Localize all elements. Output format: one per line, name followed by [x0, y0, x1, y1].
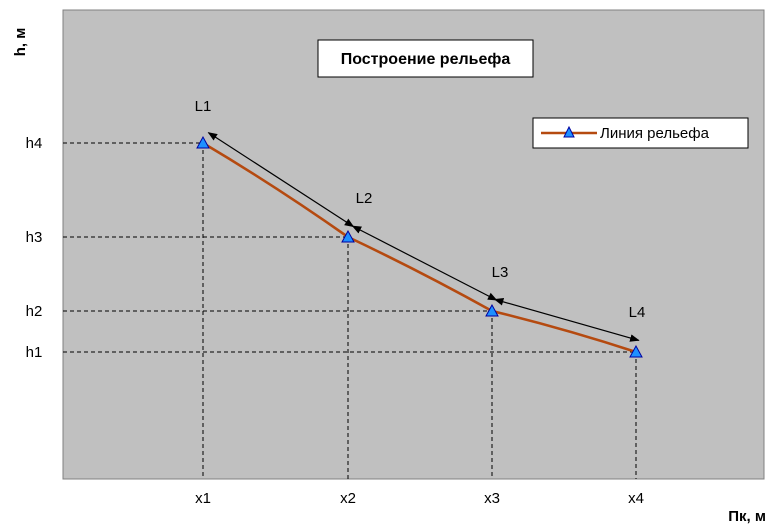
- y-tick-labels: h1 h2 h3 h4: [26, 135, 43, 361]
- chart-title-box: Построение рельефа: [317, 39, 534, 78]
- triangle-marker-icon: [629, 344, 643, 358]
- legend: Линия рельефа: [532, 117, 749, 149]
- x-tick-label: x4: [628, 490, 644, 507]
- guide-lines: [63, 142, 637, 479]
- y-tick-label: h1: [26, 344, 43, 361]
- segment-arrow: [493, 298, 640, 342]
- legend-label: Линия рельефа: [600, 125, 710, 142]
- triangle-marker-icon: [341, 229, 355, 243]
- x-tick-label: x3: [484, 490, 500, 507]
- legend-triangle-icon: [563, 125, 575, 138]
- chart-title: Построение рельефа: [341, 51, 511, 68]
- segment-labels: L1 L2 L3 L4: [195, 98, 646, 321]
- y-axis-title: h, м: [12, 28, 29, 57]
- y-tick-label: h3: [26, 229, 43, 246]
- relief-markers: [196, 135, 643, 358]
- x-axis-title: Пк, м: [728, 508, 766, 525]
- plot-area: [62, 9, 765, 480]
- segment-arrow: [351, 225, 498, 301]
- triangle-marker-icon: [196, 135, 210, 149]
- relief-line: [202, 141, 637, 354]
- segment-label: L1: [195, 98, 212, 115]
- segment-label: L2: [356, 190, 373, 207]
- segment-label: L3: [492, 264, 509, 281]
- x-tick-label: x1: [195, 490, 211, 507]
- x-tick-label: x2: [340, 490, 356, 507]
- y-tick-label: h2: [26, 303, 43, 320]
- triangle-marker-icon: [485, 303, 499, 317]
- y-tick-label: h4: [26, 135, 43, 152]
- segment-label: L4: [629, 304, 646, 321]
- x-tick-labels: x1 x2 x3 x4: [195, 490, 644, 507]
- segment-arrows: [207, 132, 640, 342]
- segment-arrow: [207, 132, 355, 228]
